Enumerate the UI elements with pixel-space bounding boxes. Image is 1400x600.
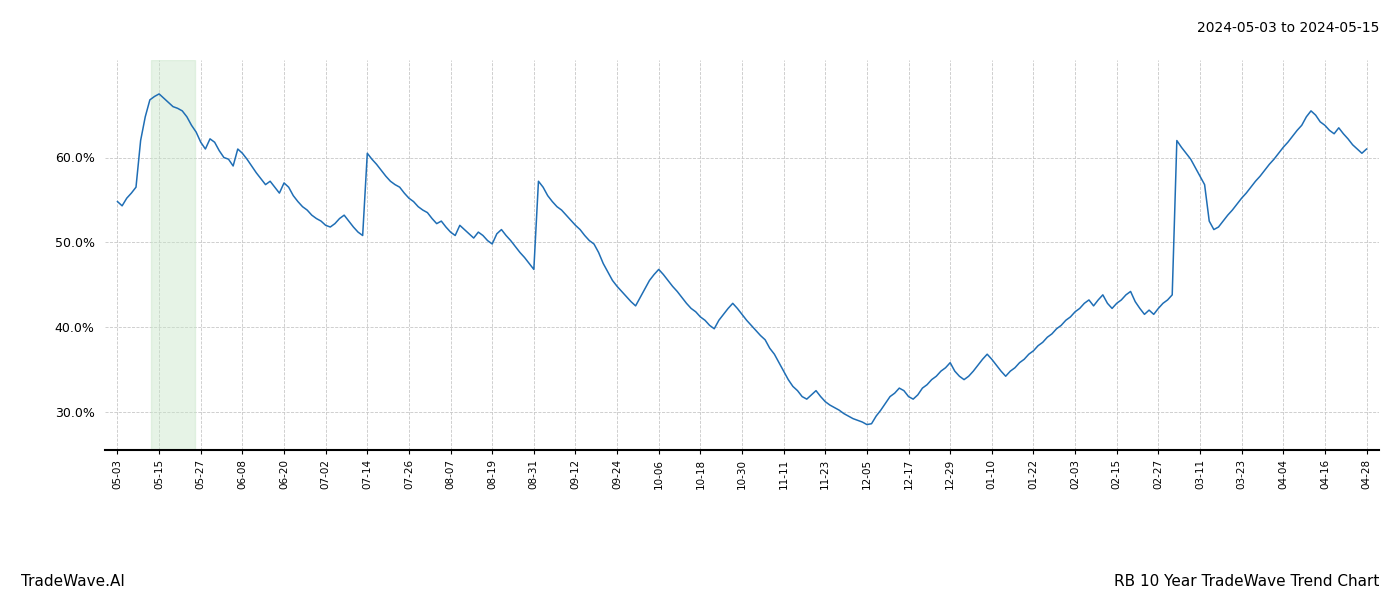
Bar xyxy=(151,60,195,450)
Text: RB 10 Year TradeWave Trend Chart: RB 10 Year TradeWave Trend Chart xyxy=(1113,574,1379,589)
Text: 2024-05-03 to 2024-05-15: 2024-05-03 to 2024-05-15 xyxy=(1197,21,1379,35)
Text: TradeWave.AI: TradeWave.AI xyxy=(21,574,125,589)
